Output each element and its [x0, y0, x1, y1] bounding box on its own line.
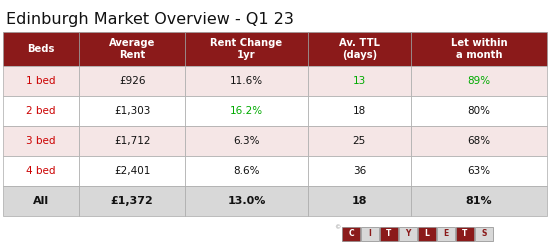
Bar [185, 156, 307, 186]
Text: Y: Y [405, 230, 411, 238]
Text: I: I [368, 230, 371, 238]
Bar [3, 96, 79, 126]
Text: C: C [348, 230, 354, 238]
Text: £2,401: £2,401 [114, 166, 150, 176]
Text: 6.3%: 6.3% [233, 136, 260, 146]
Text: 36: 36 [353, 166, 366, 176]
Bar [307, 66, 411, 96]
Text: Edinburgh Market Overview - Q1 23: Edinburgh Market Overview - Q1 23 [6, 12, 294, 27]
Text: L: L [425, 230, 430, 238]
Text: 3 bed: 3 bed [26, 136, 56, 146]
Text: Average
Rent: Average Rent [109, 38, 156, 60]
Text: 81%: 81% [466, 196, 492, 206]
Bar [475, 227, 493, 241]
Bar [79, 96, 185, 126]
Text: Av. TTL
(days): Av. TTL (days) [339, 38, 380, 60]
Bar [307, 186, 411, 216]
Text: 13.0%: 13.0% [227, 196, 266, 206]
Bar [3, 126, 79, 156]
Bar [411, 186, 547, 216]
Text: 2 bed: 2 bed [26, 106, 56, 116]
Text: Rent Change
1yr: Rent Change 1yr [211, 38, 283, 60]
Text: T: T [463, 230, 468, 238]
Bar [418, 227, 436, 241]
Bar [185, 186, 307, 216]
Bar [3, 32, 79, 66]
Bar [437, 227, 455, 241]
Bar [307, 96, 411, 126]
Text: Let within
a month: Let within a month [450, 38, 507, 60]
Text: ©: © [334, 226, 340, 230]
Text: 4 bed: 4 bed [26, 166, 56, 176]
Bar [411, 96, 547, 126]
Text: 11.6%: 11.6% [230, 76, 263, 86]
Bar [79, 186, 185, 216]
Text: 18: 18 [353, 106, 366, 116]
Text: T: T [386, 230, 392, 238]
Bar [3, 186, 79, 216]
Text: 89%: 89% [468, 76, 491, 86]
Text: All: All [33, 196, 49, 206]
Text: S: S [481, 230, 487, 238]
Bar [342, 227, 360, 241]
Bar [79, 126, 185, 156]
Text: 13: 13 [353, 76, 366, 86]
Text: 63%: 63% [468, 166, 491, 176]
Bar [411, 156, 547, 186]
Bar [185, 32, 307, 66]
Text: 18: 18 [351, 196, 367, 206]
Text: 8.6%: 8.6% [233, 166, 260, 176]
Bar [411, 126, 547, 156]
Text: 16.2%: 16.2% [230, 106, 263, 116]
Bar [380, 227, 398, 241]
Bar [411, 32, 547, 66]
Bar [307, 156, 411, 186]
Bar [361, 227, 379, 241]
Text: 25: 25 [353, 136, 366, 146]
Text: £1,372: £1,372 [111, 196, 153, 206]
Bar [307, 32, 411, 66]
Bar [399, 227, 417, 241]
Text: 80%: 80% [468, 106, 491, 116]
Text: 68%: 68% [468, 136, 491, 146]
Bar [3, 66, 79, 96]
Bar [456, 227, 474, 241]
Text: £1,712: £1,712 [114, 136, 151, 146]
Bar [79, 32, 185, 66]
Text: £926: £926 [119, 76, 145, 86]
Bar [411, 66, 547, 96]
Text: Beds: Beds [28, 44, 55, 54]
Bar [79, 66, 185, 96]
Bar [185, 126, 307, 156]
Bar [185, 96, 307, 126]
Bar [185, 66, 307, 96]
Bar [307, 126, 411, 156]
Text: £1,303: £1,303 [114, 106, 150, 116]
Bar [3, 156, 79, 186]
Text: 1 bed: 1 bed [26, 76, 56, 86]
Text: E: E [443, 230, 449, 238]
Bar [79, 156, 185, 186]
